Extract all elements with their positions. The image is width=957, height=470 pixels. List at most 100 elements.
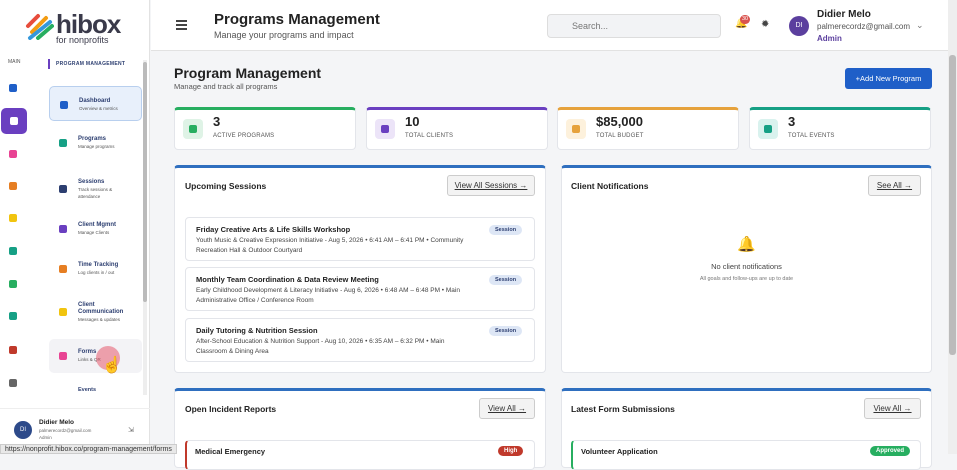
rail-icon[interactable] — [1, 108, 27, 134]
sidebar-item[interactable]: Client Communication Messages & updates — [49, 293, 142, 331]
search-box[interactable]: Search... — [547, 14, 721, 38]
rail-icon[interactable] — [4, 374, 22, 392]
item-label: Client Mgmnt — [78, 221, 116, 228]
header-user-email: palmerecordz@gmail.com — [817, 22, 911, 31]
item-text: Client Mgmnt Manage Clients — [78, 222, 134, 236]
stat-card: 10 TOTAL CLIENTS — [366, 107, 548, 150]
item-icon — [59, 264, 67, 273]
session-item[interactable]: Monthly Team Coordination & Data Review … — [185, 267, 535, 311]
bell-icon[interactable]: 🔔 — [735, 18, 748, 29]
item-label: Programs — [78, 136, 107, 142]
menu-button[interactable] — [176, 20, 187, 30]
rail-icon[interactable] — [4, 79, 22, 97]
sidebar-item[interactable]: Client Mgmnt Manage Clients — [49, 215, 142, 242]
stat-label: TOTAL EVENTS — [788, 133, 835, 139]
rail-glyph — [9, 379, 17, 387]
item-text: Programs Manage programs — [78, 136, 134, 150]
rail-icon[interactable] — [4, 209, 22, 227]
item-text: Sessions Track sessions & attendance — [78, 179, 134, 200]
status-url: https://nonprofit.hibox.co/program-manag… — [0, 444, 177, 454]
session-badge: Session — [489, 326, 523, 336]
sidebar-item[interactable]: Dashboard Overview & metrics — [49, 86, 142, 121]
page-scrollbar — [948, 0, 957, 454]
panel-title: Open Incident Reports — [185, 404, 277, 414]
logo-icon — [26, 14, 54, 40]
sidebar-item[interactable]: Sessions Track sessions & attendance — [49, 170, 142, 208]
session-detail: Youth Music & Creative Expression Initia… — [196, 237, 464, 254]
item-sub: Log clients in / out — [78, 269, 115, 275]
panel-title: Latest Form Submissions — [571, 404, 675, 414]
add-program-button[interactable]: +Add New Program — [845, 68, 932, 89]
main-subtitle: Manage and track all programs — [174, 82, 278, 91]
bell-empty-icon: 🔔 — [737, 236, 756, 253]
sidebar-item[interactable]: Time Tracking Log clients in / out — [49, 255, 142, 282]
cursor: ☝ — [102, 357, 122, 374]
session-title: Daily Tutoring & Nutrition Session — [196, 326, 318, 335]
click-indicator — [96, 346, 120, 370]
item-text: Time Tracking Log clients in / out — [78, 262, 134, 276]
header-avatar[interactable]: DI — [789, 16, 809, 36]
session-badge: Session — [489, 275, 523, 285]
rail-icon[interactable] — [4, 275, 22, 293]
sidebar-item[interactable]: Events — [49, 383, 142, 399]
rail-icon[interactable] — [4, 145, 22, 163]
item-label: Events — [78, 387, 97, 393]
sidebar-pane — [0, 0, 150, 454]
view-all-forms[interactable]: View All → — [864, 398, 921, 419]
sidebar-title: PROGRAM MANAGEMENT — [56, 61, 126, 67]
item-text: Forms Links & QR — [78, 349, 134, 363]
panel-title: Upcoming Sessions — [185, 181, 267, 191]
sidebar-item[interactable]: Forms Links & QR — [49, 339, 142, 373]
logo-tagline: for nonprofits — [56, 35, 109, 45]
stat-value: $85,000 — [596, 114, 643, 129]
stat-card: 3 TOTAL EVENTS — [749, 107, 931, 150]
rail-glyph — [9, 214, 17, 222]
rail-icon[interactable] — [4, 307, 22, 325]
session-item[interactable]: Friday Creative Arts & Life Skills Works… — [185, 217, 535, 261]
form-title: Volunteer Application — [581, 447, 658, 456]
rail-icon[interactable] — [4, 341, 22, 359]
panel-title: Client Notifications — [571, 181, 649, 191]
stat-card: 3 ACTIVE PROGRAMS — [174, 107, 356, 150]
item-label: Forms — [78, 349, 97, 355]
stat-icon — [375, 119, 395, 139]
view-all-sessions[interactable]: View All Sessions → — [447, 175, 535, 196]
item-label: Client Communication — [78, 302, 124, 315]
user-role: Admin — [39, 435, 52, 440]
logout-icon[interactable]: ⇲ — [128, 427, 134, 434]
stat-icon — [566, 119, 586, 139]
item-text: Client Communication Messages & updates — [78, 302, 134, 323]
stat-card: $85,000 TOTAL BUDGET — [557, 107, 739, 150]
rail-glyph — [10, 117, 18, 125]
item-label: Time Tracking — [78, 261, 119, 268]
session-item[interactable]: Daily Tutoring & Nutrition Session After-… — [185, 318, 535, 362]
view-all-incidents[interactable]: View All → — [479, 398, 535, 419]
session-badge: Session — [489, 225, 523, 235]
item-icon — [59, 224, 67, 233]
item-text: Events — [78, 387, 134, 394]
rail-glyph — [9, 182, 17, 190]
see-all-button[interactable]: See All → — [868, 175, 921, 196]
rail-glyph — [9, 280, 17, 288]
notifications-panel — [561, 165, 932, 373]
scrollbar — [143, 60, 147, 395]
theme-toggle[interactable]: ✹ — [761, 19, 770, 30]
rail-icon[interactable] — [4, 242, 22, 260]
incident-badge: High — [498, 446, 524, 456]
item-sub: Links & QR — [78, 357, 101, 362]
item-icon — [59, 139, 67, 147]
item-sub: Track sessions & attendance — [78, 187, 113, 199]
rail-icon[interactable] — [4, 177, 22, 195]
session-title: Friday Creative Arts & Life Skills Works… — [196, 225, 351, 234]
stat-value: 3 — [213, 114, 221, 129]
page-subtitle: Manage your programs and impact — [214, 30, 354, 40]
sidebar-item[interactable]: Programs Manage programs — [49, 129, 142, 157]
page-title: Programs Management — [214, 11, 380, 28]
user-menu-chevron[interactable]: ⌄ — [916, 20, 924, 30]
item-sub: Manage Clients — [78, 229, 110, 235]
rail-glyph — [9, 247, 17, 255]
stat-label: TOTAL CLIENTS — [405, 133, 454, 139]
rail-glyph — [9, 84, 17, 92]
main-title: Program Management — [174, 65, 322, 81]
